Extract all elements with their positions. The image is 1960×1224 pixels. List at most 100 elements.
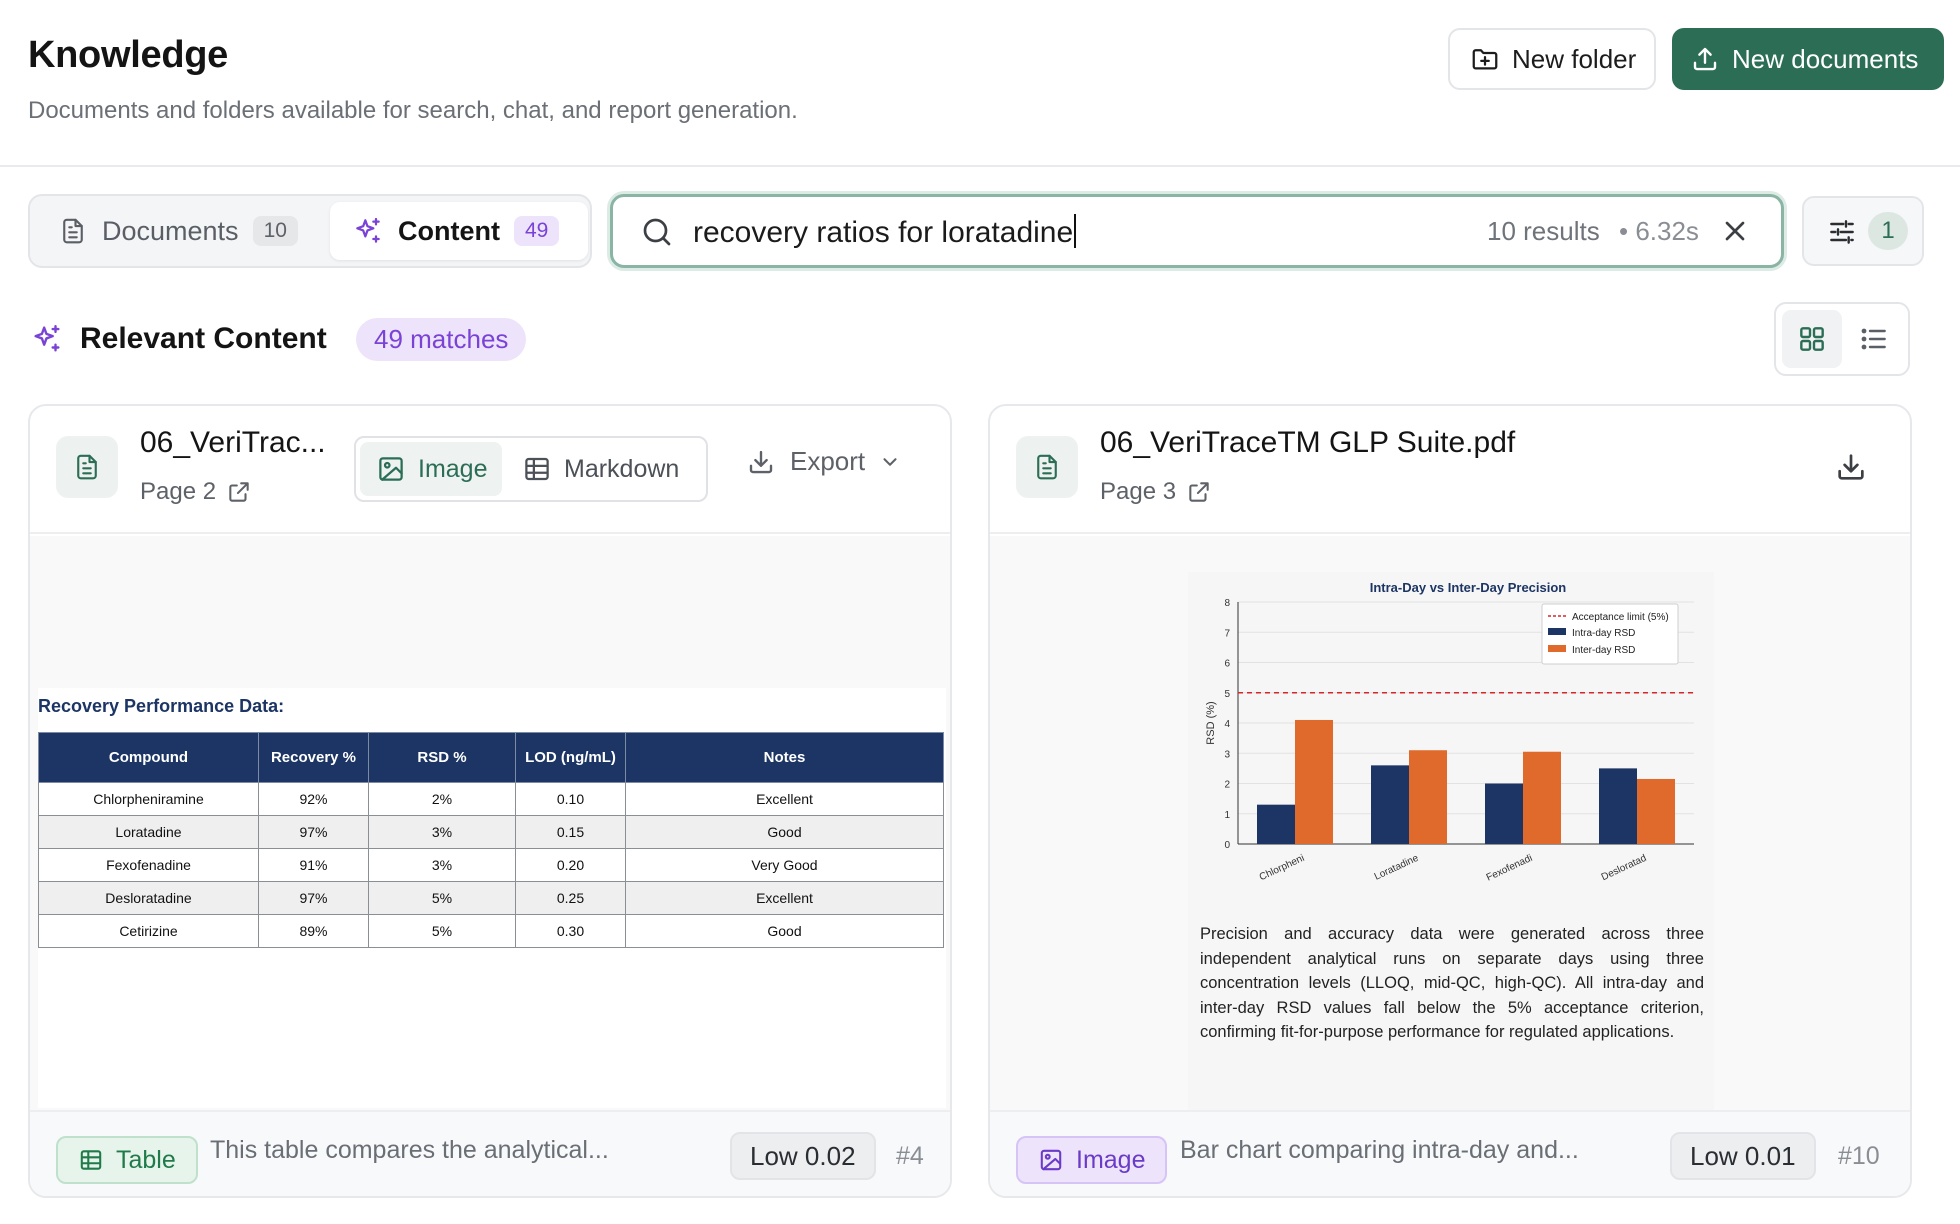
image-mode-label: Image [418, 454, 488, 483]
tab-documents-count: 10 [252, 216, 298, 246]
bar [1599, 768, 1637, 844]
new-folder-button[interactable]: New folder [1448, 28, 1656, 90]
new-documents-button[interactable]: New documents [1672, 28, 1944, 90]
table-cell: Desloratadine [38, 881, 259, 915]
results-count: 10 results [1487, 216, 1600, 246]
column-header: RSD % [368, 732, 516, 783]
header-divider [0, 165, 1960, 167]
table-heading: Recovery Performance Data: [38, 696, 285, 716]
content-card-table: 06_VeriTrac... Page 2 Image Markdown [28, 404, 952, 1198]
table-cell: Loratadine [38, 815, 259, 849]
export-label: Export [790, 446, 866, 476]
external-link-icon [226, 479, 252, 505]
column-header: Compound [38, 732, 259, 783]
tab-documents-label: Documents [102, 215, 239, 246]
upload-icon [1690, 44, 1720, 74]
document-page-image: Intra-Day vs Inter-Day Precision 0 1 2 3 4 5 6 7… [1188, 572, 1714, 1110]
new-folder-label: New folder [1512, 43, 1637, 74]
download-icon[interactable] [1834, 450, 1868, 484]
card-page-link[interactable]: Page 2 [140, 478, 252, 506]
chevron-down-icon [879, 451, 901, 473]
x-tick-label: Loratadine [1373, 853, 1421, 883]
page-subtitle: Documents and folders available for sear… [28, 97, 798, 124]
table-row: Loratadine 97% 3% 0.15 Good [38, 815, 944, 849]
table-cell: Good [625, 914, 944, 948]
search-elapsed: • 6.32s [1619, 216, 1699, 246]
clear-search-icon[interactable] [1719, 215, 1751, 247]
matches-badge: 49 matches [356, 318, 527, 361]
table-cell: Good [625, 815, 944, 849]
grid-icon [1796, 323, 1828, 355]
image-icon [1038, 1147, 1064, 1173]
card-preview: Recovery Performance Data: Compound Reco… [30, 536, 950, 1110]
file-text-icon [72, 452, 102, 482]
type-tag-label: Table [116, 1145, 176, 1174]
search-icon [639, 214, 675, 250]
grid-view-button[interactable] [1782, 310, 1842, 368]
filters-button[interactable]: 1 [1802, 196, 1924, 266]
table-cell: Cetirizine [38, 914, 259, 948]
bar [1637, 778, 1675, 844]
filters-count: 1 [1868, 212, 1908, 250]
table-cell: 0.20 [515, 848, 626, 882]
legend-label: Inter-day RSD [1572, 645, 1635, 656]
legend-label: Intra-day RSD [1572, 628, 1635, 639]
sparkles-icon [30, 322, 64, 356]
chart-title: Intra-Day vs Inter-Day Precision [1370, 580, 1567, 595]
text-caret [1074, 214, 1077, 248]
table-cell: 97% [258, 881, 369, 915]
x-tick-label: Desloratad [1600, 853, 1648, 883]
markdown-mode-label: Markdown [564, 454, 680, 483]
download-icon [746, 447, 776, 477]
table-cell: 5% [368, 881, 516, 915]
page-label: Page 2 [140, 478, 217, 505]
search-input[interactable]: recovery ratios for loratadine [693, 214, 1077, 250]
table-cell: 92% [258, 782, 369, 816]
table-row: Chlorpheniramine 92% 2% 0.10 Excellent [38, 782, 944, 816]
table-cell: 91% [258, 848, 369, 882]
list-view-icon[interactable] [1858, 323, 1890, 355]
export-dropdown[interactable]: Export [746, 446, 901, 477]
table-row: Fexofenadine 91% 3% 0.20 Very Good [38, 848, 944, 882]
tab-content[interactable]: Content 49 [330, 202, 588, 260]
markdown-mode-button[interactable]: Markdown [512, 442, 679, 496]
column-header: LOD (ng/mL) [515, 732, 626, 783]
column-header: Notes [625, 732, 944, 783]
type-tag: Table [56, 1136, 198, 1184]
section-title: Relevant Content [80, 322, 327, 355]
y-tick-label: 1 [1224, 810, 1230, 821]
image-mode-button[interactable]: Image [360, 442, 502, 496]
x-tick-label: Chlorpheni [1258, 853, 1306, 883]
chart-description: Precision and accuracy data were generat… [1200, 925, 1704, 1041]
legend-label: Acceptance limit (5%) [1572, 612, 1669, 623]
search-query: recovery ratios for loratadine [693, 216, 1074, 249]
file-icon-box [1016, 436, 1078, 498]
card-title[interactable]: 06_VeriTraceTM GLP Suite.pdf [1100, 426, 1516, 459]
table-cell: Excellent [625, 881, 944, 915]
card-footer: Image Bar chart comparing intra-day and.… [990, 1110, 1910, 1196]
table-cell: 97% [258, 815, 369, 849]
tab-content-label: Content [398, 215, 500, 246]
card-header: 06_VeriTrac... Page 2 Image Markdown [30, 406, 950, 534]
bar [1295, 719, 1333, 844]
card-footer: Table This table compares the analytical… [30, 1110, 950, 1196]
table-icon [78, 1147, 104, 1173]
tab-documents[interactable]: Documents 10 [36, 202, 354, 260]
table-cell: Very Good [625, 848, 944, 882]
preview-mode-toggle: Image Markdown [354, 436, 708, 502]
search-box[interactable]: recovery ratios for loratadine 10 result… [610, 194, 1784, 268]
relevance-score: Low 0.01 [1670, 1132, 1816, 1180]
table-row: Cetirizine 89% 5% 0.30 Good [38, 914, 944, 948]
card-preview: Intra-Day vs Inter-Day Precision 0 1 2 3 4 5 6 7… [990, 536, 1910, 1110]
relevance-score: Low 0.02 [730, 1132, 876, 1180]
result-rank: #10 [1838, 1142, 1880, 1170]
bar [1409, 750, 1447, 844]
card-page-link[interactable]: Page 3 [1100, 478, 1212, 506]
y-tick-label: 8 [1224, 598, 1230, 609]
table-cell: Chlorpheniramine [38, 782, 259, 816]
external-link-icon [1186, 479, 1212, 505]
bar [1257, 804, 1295, 844]
content-card-image: 06_VeriTraceTM GLP Suite.pdf Page 3 Intr… [988, 404, 1912, 1198]
card-title[interactable]: 06_VeriTrac... [140, 426, 326, 459]
bar [1371, 765, 1409, 844]
